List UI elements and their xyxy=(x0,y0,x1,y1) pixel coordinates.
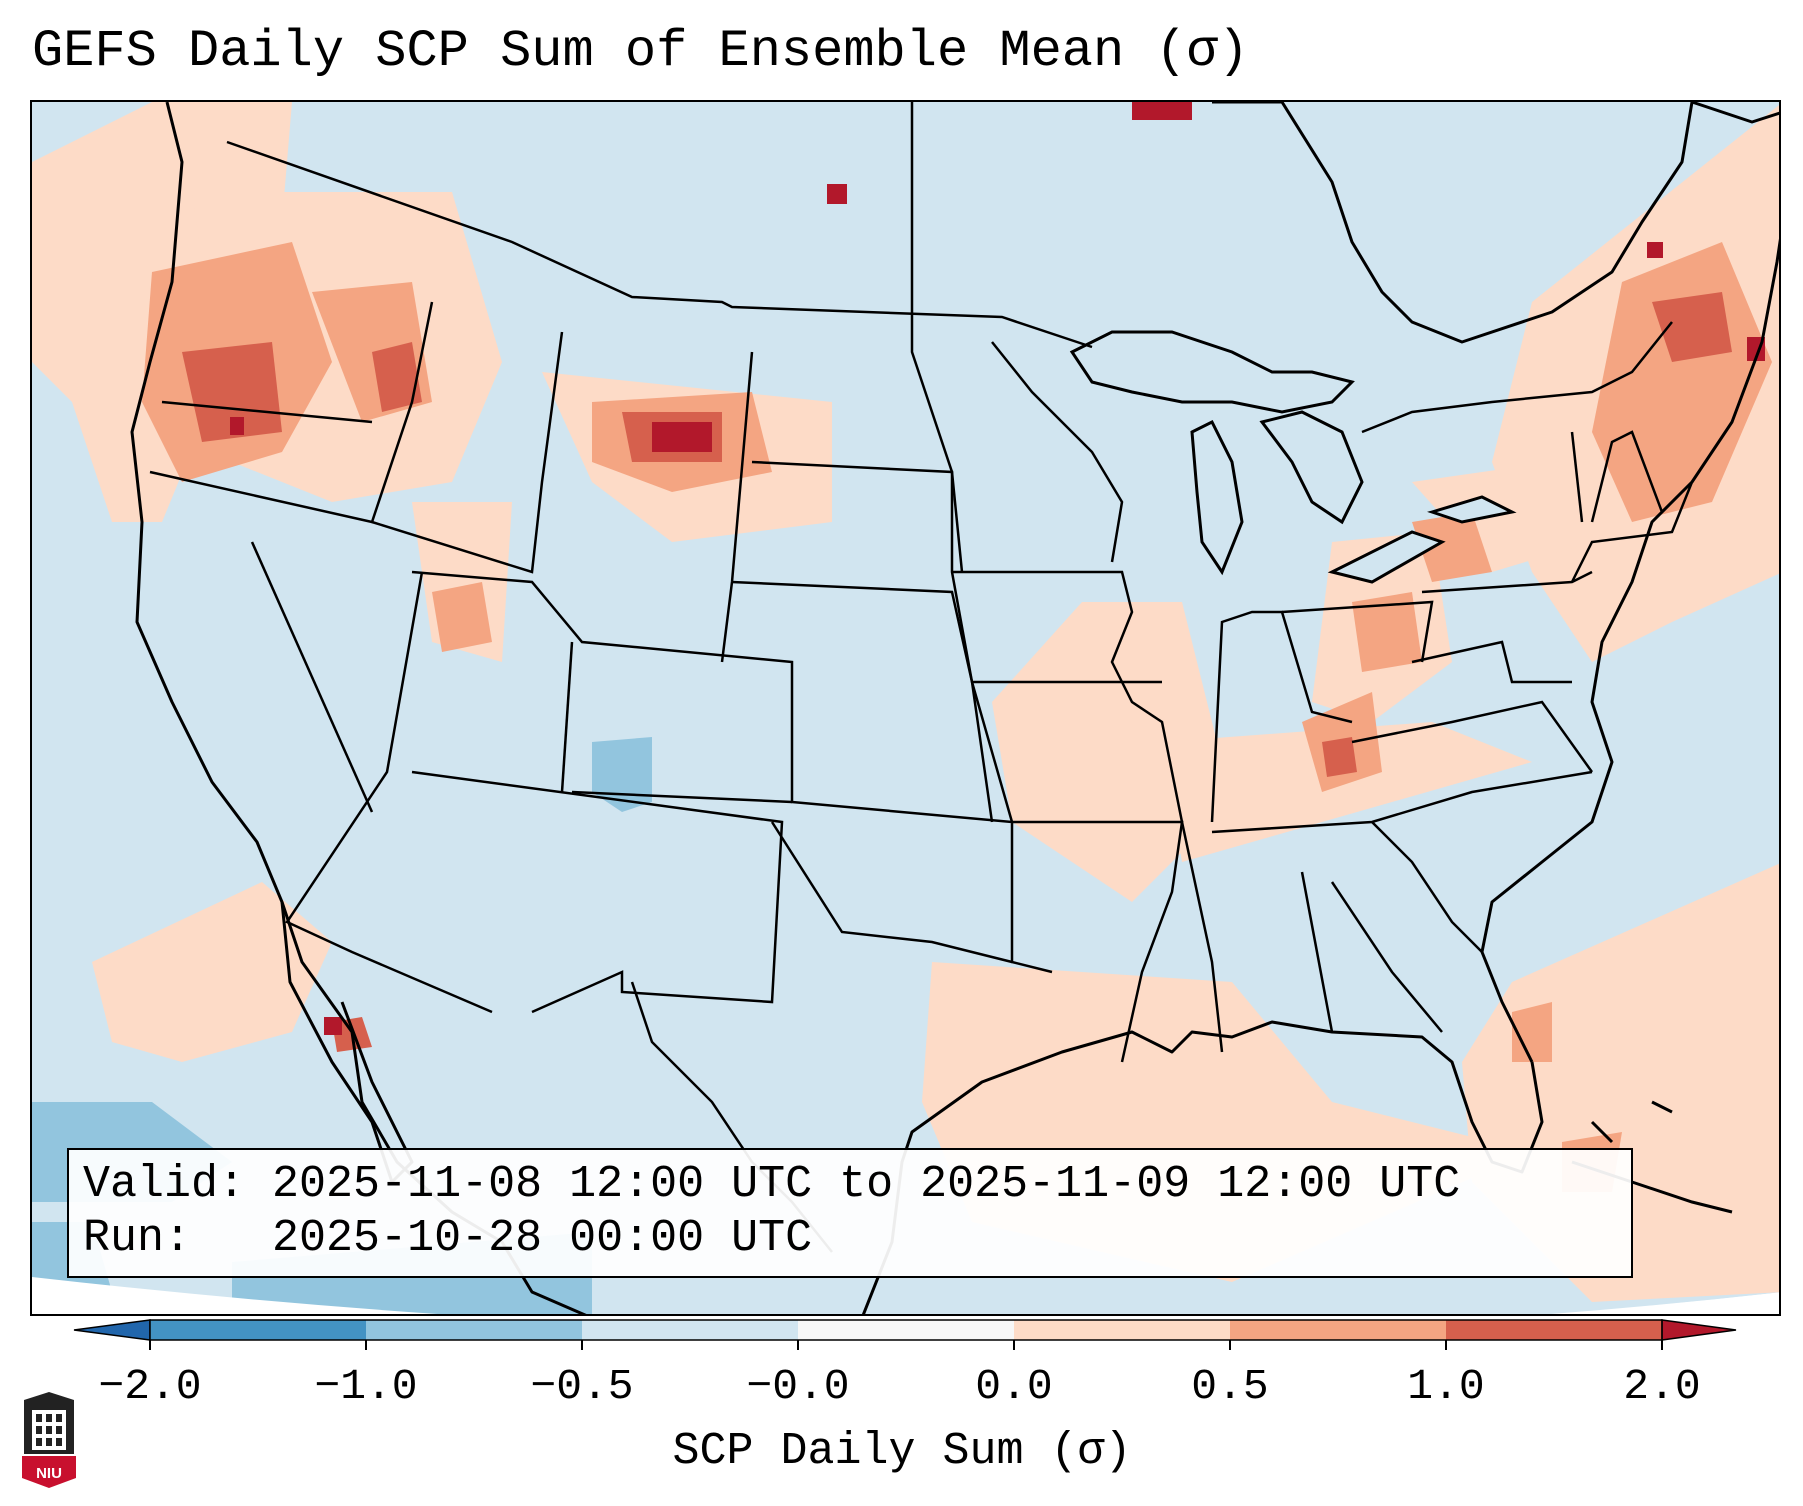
lake-ontario xyxy=(1427,495,1517,524)
map-panel xyxy=(30,100,1781,1316)
colorbar-bin-7 xyxy=(1446,1320,1662,1340)
colorbar-label: SCP Daily Sum (σ) xyxy=(672,1426,1132,1477)
state-borders xyxy=(149,102,1694,1253)
colorbar-bin-4 xyxy=(798,1320,1014,1340)
colorbar-tick-label-3: −0.5 xyxy=(530,1362,634,1411)
run-value: 2025-10-28 00:00 UTC xyxy=(272,1213,813,1264)
colorbar-extend-high xyxy=(1661,1319,1737,1341)
colorbar-bin-1 xyxy=(150,1320,366,1340)
colorbar xyxy=(73,1319,1737,1350)
run-label: Run: xyxy=(83,1213,192,1264)
valid-run-info-box: Valid: 2025-11-08 12:00 UTC to 2025-11-0… xyxy=(67,1148,1633,1278)
lake-michigan xyxy=(1190,419,1244,576)
colorbar-bin-5 xyxy=(1014,1320,1230,1340)
great-lakes xyxy=(1069,330,1517,584)
logo-text: NIU xyxy=(36,1465,62,1482)
colorbar-bin-6 xyxy=(1230,1320,1446,1340)
niu-logo: NIU xyxy=(20,1392,78,1488)
colorbar-tick-label-7: 1.0 xyxy=(1407,1362,1485,1411)
east-coast xyxy=(1480,238,1779,1063)
colorbar-tick-label-4: −0.0 xyxy=(746,1362,850,1411)
canada-border xyxy=(226,140,1093,349)
hudson-bay xyxy=(1212,102,1694,344)
lake-erie xyxy=(1327,530,1446,584)
projection-corner-left xyxy=(32,1277,438,1314)
niu-shield-icon xyxy=(22,1392,76,1488)
colorbar-extend-low xyxy=(73,1319,151,1341)
colorbar-tick-label-2: −1.0 xyxy=(314,1362,418,1411)
valid-label: Valid: xyxy=(83,1159,246,1210)
labrador-coast xyxy=(1691,102,1779,124)
valid-value: 2025-11-08 12:00 UTC to 2025-11-09 12:00… xyxy=(272,1159,1461,1210)
projection-corner-right xyxy=(1551,1292,1779,1314)
lake-huron xyxy=(1259,410,1364,525)
colorbar-bin-2 xyxy=(366,1320,582,1340)
chart-title: GEFS Daily SCP Sum of Ensemble Mean (σ) xyxy=(32,22,1249,81)
run-row: Run: 2025-10-28 00:00 UTC xyxy=(83,1212,1617,1266)
colorbar-tick-label-1: −2.0 xyxy=(98,1362,202,1411)
valid-row: Valid: 2025-11-08 12:00 UTC to 2025-11-0… xyxy=(83,1158,1617,1212)
colorbar-bin-3 xyxy=(582,1320,798,1340)
field-positive-max xyxy=(230,102,1765,1035)
colorbar-tick-label-8: 2.0 xyxy=(1623,1362,1701,1411)
canada-border-east xyxy=(1361,321,1673,434)
lake-superior xyxy=(1069,330,1355,414)
colorbar-tick-label-5: 0.0 xyxy=(975,1362,1053,1411)
map-canvas xyxy=(32,102,1779,1314)
colorbar-tick-label-6: 0.5 xyxy=(1191,1362,1269,1411)
colorbar-outline xyxy=(149,1319,1663,1341)
